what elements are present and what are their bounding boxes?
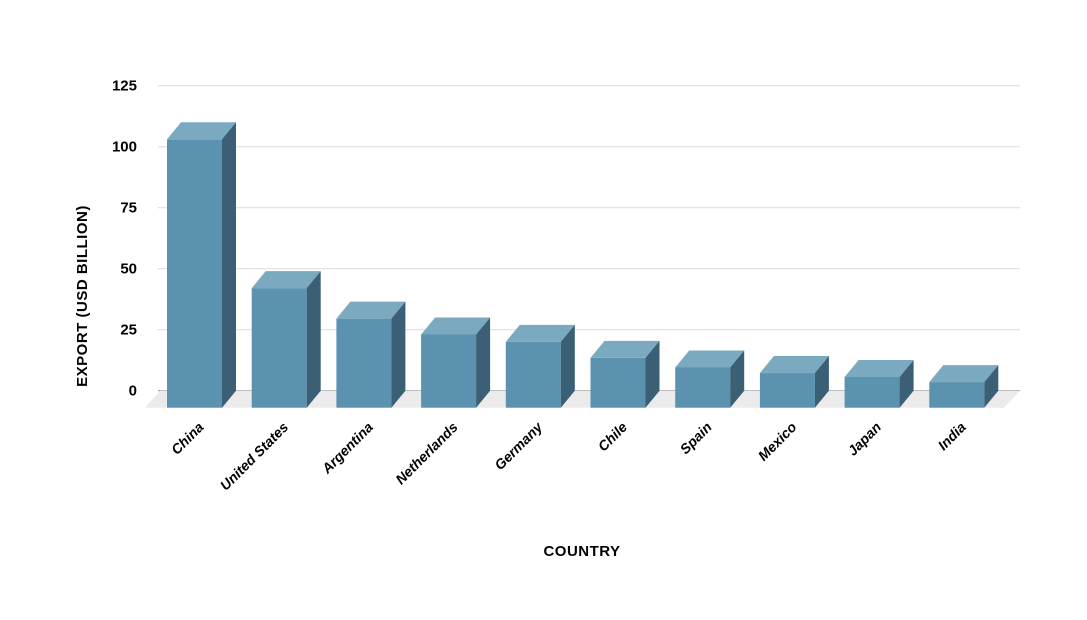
bar-side xyxy=(476,317,491,408)
bar-front xyxy=(590,357,646,408)
x-tick-label: Mexico xyxy=(755,418,800,463)
bar-front xyxy=(251,288,307,408)
bar-united-states xyxy=(251,271,321,408)
x-axis-title: COUNTRY xyxy=(543,543,620,560)
bar-side xyxy=(814,356,829,408)
bar-side xyxy=(306,271,321,408)
x-tick-label: India xyxy=(935,419,970,454)
y-tick-label: 125 xyxy=(112,78,137,95)
y-axis-title: EXPORT (USD BILLION) xyxy=(74,205,91,387)
bar-spain xyxy=(675,350,745,408)
bar-germany xyxy=(505,324,575,408)
x-tick-label: Germany xyxy=(491,418,546,473)
bar-front xyxy=(505,341,561,408)
bar-side xyxy=(899,359,914,408)
bar-front xyxy=(844,376,900,408)
y-tick-label: 0 xyxy=(129,383,137,400)
bar-top xyxy=(675,350,745,368)
bar-front xyxy=(675,367,731,408)
bar-top xyxy=(844,359,914,377)
bar-side xyxy=(222,122,236,408)
y-tick-label: 25 xyxy=(120,322,137,339)
bar-top xyxy=(421,317,491,335)
bar-japan xyxy=(844,359,914,408)
bar-top xyxy=(505,324,575,342)
bar-top xyxy=(336,301,406,319)
bar-front xyxy=(336,318,392,408)
bar-top xyxy=(167,122,236,140)
bar-side xyxy=(730,350,745,408)
bar-top xyxy=(251,271,321,289)
bar-side xyxy=(391,301,406,408)
bar-side xyxy=(645,340,660,408)
bar-mexico xyxy=(759,356,829,408)
bar-netherlands xyxy=(421,317,491,408)
bar-front xyxy=(167,139,222,408)
y-tick-label: 100 xyxy=(112,139,137,156)
x-tick-label: Netherlands xyxy=(392,419,461,488)
bar-front xyxy=(759,373,815,408)
bar-china xyxy=(167,122,236,408)
bar-top xyxy=(929,365,999,383)
bar-side xyxy=(984,365,999,408)
x-tick-label: United States xyxy=(217,419,292,494)
bar-front xyxy=(421,334,477,408)
y-tick-label: 75 xyxy=(120,200,137,217)
bar-front xyxy=(929,382,985,408)
x-tick-label: Japan xyxy=(844,419,884,459)
x-tick-label: China xyxy=(168,419,207,458)
bar-top xyxy=(759,356,829,374)
x-tick-label: Chile xyxy=(595,419,631,455)
bar-top xyxy=(590,340,660,358)
x-tick-label: Spain xyxy=(677,419,715,457)
bar-side xyxy=(560,324,575,408)
bar-argentina xyxy=(336,301,406,408)
bar-chile xyxy=(590,340,660,408)
x-tick-label: Argentina xyxy=(318,419,376,477)
bar-india xyxy=(929,365,999,408)
y-tick-label: 50 xyxy=(120,261,137,278)
